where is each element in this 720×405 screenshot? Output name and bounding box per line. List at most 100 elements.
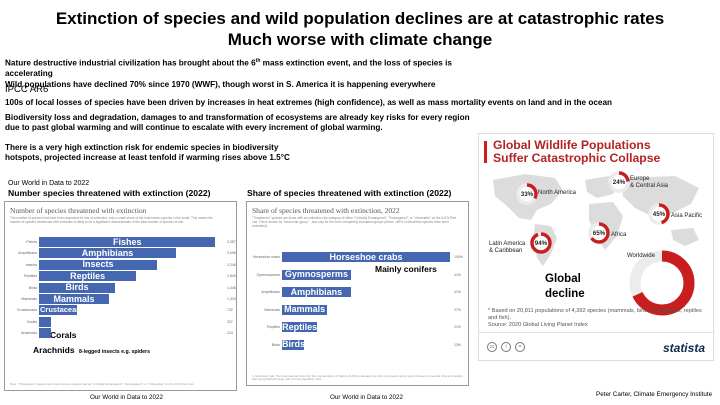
value-label-corals: 237 (227, 319, 233, 324)
bar-crustaceans (39, 305, 78, 316)
owid-top-label: Our World in Data to 2022 (8, 180, 90, 187)
chart2-heading: Share of species threatened with extinct… (247, 188, 452, 198)
chart1-heading: Number species threatened with extinctio… (8, 188, 211, 198)
annot-conifers: Mainly conifers (375, 264, 437, 274)
intro-line-2: Wild populations have declined 70% since… (5, 79, 436, 89)
bar-text-reptiles: Reptiles (282, 321, 318, 332)
bar-text-mammals: Mammals (53, 293, 95, 304)
ring-pct-la: 94% (535, 240, 548, 247)
value-label-horseshoe-crabs: 100% (454, 255, 463, 259)
category-label-insects: Insects (25, 262, 37, 267)
bar-amphibians (282, 287, 351, 297)
title-line-1: Extinction of species and wild populatio… (55, 9, 665, 28)
title-line-2: Much worse with climate change (227, 30, 493, 49)
category-label-mammals: Mammals (21, 297, 37, 301)
ipcc-heading: IPCC AR6 (5, 84, 49, 95)
ring-pct-ap: 45% (653, 211, 666, 218)
annot-corals: Corals (50, 330, 77, 340)
person-icon: i (501, 342, 511, 352)
chart2-panel: Share of species threatened with extinct… (246, 201, 469, 386)
bar-text-insects: Insects (82, 259, 114, 270)
bar-birds (282, 339, 304, 350)
statista-infographic: Global Wildlife Populations Suffer Catas… (478, 133, 715, 361)
ipcc-para-3: There is a very high extinction risk for… (5, 143, 290, 163)
value-label-amphibians: 41% (454, 290, 462, 294)
value-label-mammals: 1,333 (227, 297, 236, 301)
label-north-america: North America (538, 190, 577, 196)
value-label-mammals: 27% (454, 307, 462, 312)
bar-corals (39, 316, 52, 327)
equals-icon: = (515, 342, 525, 352)
bar-text-crustaceans: Crustaceans (40, 304, 86, 314)
global-decline-label: Global decline (545, 273, 585, 300)
value-label-insects: 2,246 (227, 262, 236, 267)
ring-pct-na: 33% (521, 191, 534, 198)
ring-pct-eu: 24% (613, 179, 626, 186)
chart1-inner-title: Number of species threatened with extinc… (10, 206, 147, 215)
value-label-reptiles: 1,849 (227, 274, 236, 279)
bar-birds (39, 282, 115, 293)
label-asia-pacific: Asia Pacific (671, 213, 703, 219)
annot-arachnids: Arachnids (33, 345, 75, 355)
bar-reptiles (282, 322, 318, 332)
chart1-caption: Our World in Data to 2022 (90, 394, 164, 401)
bar-gymnosperms (282, 269, 351, 280)
statista-logo: statista (662, 341, 705, 355)
bar-text-fishes: Fishes (112, 236, 142, 247)
category-label-birds: Birds (28, 285, 37, 290)
chart2-note: 1. Extinction risk: The International Un… (252, 373, 463, 382)
bar-text-amphibians: Amphibians (290, 286, 343, 297)
value-label-arachnids: 224 (227, 331, 233, 336)
category-label-arachnids: Arachnids (21, 331, 37, 336)
statista-footnote: * Based on 20,811 populations of 4,392 s… (488, 308, 702, 328)
bar-insects (39, 259, 158, 270)
label-worldwide: Worldwide (627, 253, 655, 259)
bar-horseshoe-crabs (282, 252, 450, 262)
chart1-panel: Number of species threatened with extinc… (4, 201, 237, 391)
label-latam: Latin America & Caribbean (489, 241, 526, 254)
category-label-amphibians: Amphibians (261, 290, 280, 294)
ring-arc-ap (648, 203, 670, 225)
value-label-amphibians: 2,606 (227, 251, 236, 256)
bar-text-reptiles: Reptiles (70, 270, 106, 281)
ring-arc-af (588, 222, 610, 244)
ring-arc-eu (608, 171, 630, 193)
annot-arachnids-wrap: Arachnids 8-legged insects e.g. spiders (33, 340, 150, 358)
value-label-birds: 1,445 (227, 285, 236, 290)
credit: Peter Carter, Climate Emergency Institut… (596, 391, 713, 398)
chart2-caption: Our World in Data to 2022 (330, 394, 404, 401)
intro-line-1: Nature destructive industrial civilizati… (5, 58, 452, 79)
title-accent-bar (484, 141, 487, 163)
bar-text-mammals: Mammals (284, 304, 326, 314)
value-label-gymnosperms: 41% (454, 272, 462, 277)
intro-text: Nature destructive industrial civilizati… (5, 56, 475, 90)
label-africa: Africa (611, 232, 627, 238)
bar-amphibians (39, 248, 176, 259)
category-label-amphibians: Amphibians (18, 251, 37, 256)
ring-arc-la (530, 232, 552, 254)
bar-mammals (39, 294, 110, 304)
ring-arc-na (516, 183, 538, 205)
category-label-mammals: Mammals (264, 307, 280, 312)
decline-rings: 33% 24% 45% 65% 94% 68% (516, 171, 695, 316)
value-label-birds: 13% (454, 342, 462, 347)
bar-text-birds: Birds (282, 339, 306, 349)
page-title: Extinction of species and wild populatio… (0, 8, 720, 50)
value-label-crustaceans: 732 (227, 308, 233, 313)
statista-title: Global Wildlife Populations Suffer Catas… (493, 138, 661, 165)
value-label-reptiles: 21% (454, 325, 462, 329)
ring-pct-ww: 68% (654, 279, 670, 288)
chart1-inner-desc: The number of species that have been ass… (10, 216, 213, 224)
category-label-fishes: Fishes (26, 240, 37, 244)
chart1-note: Note: "Threatened" species are those tha… (10, 382, 195, 387)
ring-pct-af: 65% (593, 230, 606, 237)
bar-reptiles (39, 271, 137, 282)
bar-text-amphibians: Amphibians (81, 247, 134, 258)
category-label-horseshoe-crabs: Horseshoe crabs (252, 255, 280, 259)
bar-mammals (282, 304, 328, 315)
annot-arachnids-small: 8-legged insects e.g. spiders (79, 349, 150, 355)
ipcc-para-1: 100s of local losses of species have bee… (5, 98, 613, 107)
ipcc-para-2: Biodiversity loss and degradation, damag… (5, 113, 470, 133)
category-label-corals: Corals (26, 319, 37, 324)
chart2-inner-desc: "Threatened" species are those with an e… (252, 216, 457, 228)
